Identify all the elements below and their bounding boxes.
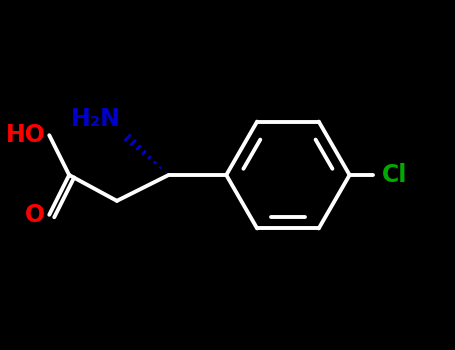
Text: H₂N: H₂N [71, 107, 121, 131]
Text: HO: HO [5, 123, 46, 147]
Text: O: O [25, 203, 46, 227]
Text: Cl: Cl [381, 163, 407, 187]
